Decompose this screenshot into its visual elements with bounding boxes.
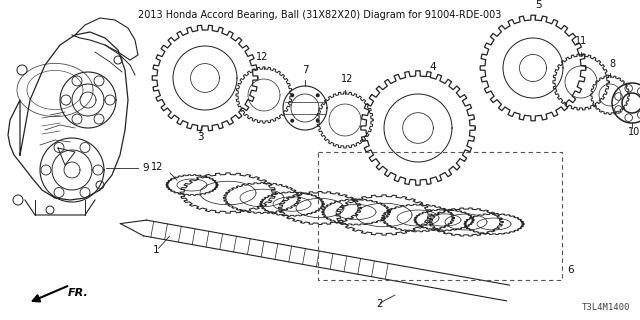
Circle shape: [291, 119, 294, 123]
Circle shape: [316, 93, 320, 97]
Circle shape: [316, 119, 320, 123]
Text: 9: 9: [142, 163, 148, 173]
Text: 12: 12: [341, 74, 353, 84]
Text: 12: 12: [151, 162, 163, 172]
Text: 10: 10: [628, 127, 640, 137]
Text: 2013 Honda Accord Bearing, Ball (31X82X20) Diagram for 91004-RDE-003: 2013 Honda Accord Bearing, Ball (31X82X2…: [138, 10, 502, 20]
Text: 8: 8: [609, 59, 615, 69]
Text: 4: 4: [429, 62, 436, 72]
Text: 11: 11: [575, 36, 587, 46]
Text: 5: 5: [534, 0, 541, 10]
Text: FR.: FR.: [68, 288, 89, 298]
Text: 3: 3: [196, 132, 204, 142]
Circle shape: [291, 93, 294, 97]
Text: 6: 6: [567, 265, 573, 275]
Text: 7: 7: [301, 65, 308, 75]
Text: 12: 12: [256, 52, 268, 62]
Text: 1: 1: [153, 245, 160, 255]
Text: 2: 2: [377, 299, 383, 309]
Text: T3L4M1400: T3L4M1400: [582, 303, 630, 312]
